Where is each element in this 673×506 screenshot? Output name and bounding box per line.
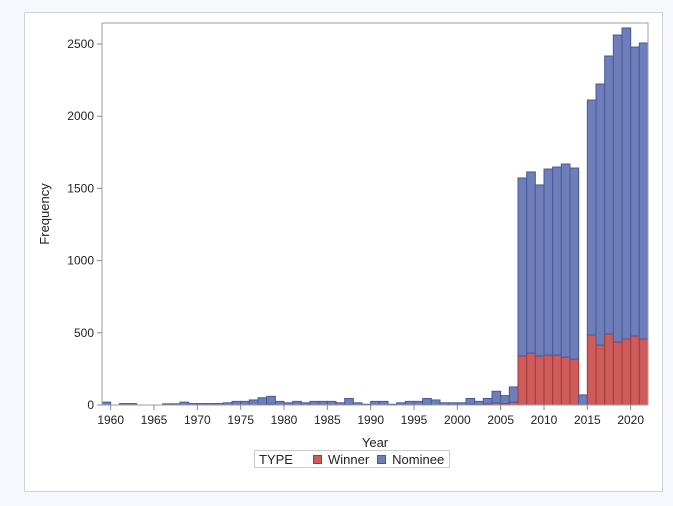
x-axis-label: Year <box>362 435 389 450</box>
x-tick-label: 2000 <box>444 413 471 427</box>
bar-nominee-2003 <box>482 398 493 405</box>
x-tick-label: 2020 <box>617 413 644 427</box>
bar-winner-2012 <box>560 356 571 406</box>
bar-nominee-2021 <box>638 42 649 340</box>
x-tick-label: 1975 <box>227 413 254 427</box>
legend-swatch-nominee <box>377 454 387 464</box>
bar-nominee-2018 <box>612 34 623 343</box>
bar-nominee-2011 <box>552 166 562 356</box>
bar-winner-2013 <box>569 358 580 406</box>
bar-nominee-1996 <box>422 398 432 406</box>
legend-label-nominee: Nominee <box>392 451 445 467</box>
bar-nominee-1978 <box>266 395 276 405</box>
y-tick-label: 2500 <box>67 37 94 51</box>
bar-nominee-1997 <box>430 399 441 406</box>
bar-nominee-2010 <box>543 168 554 356</box>
legend: TYPE Winner Nominee <box>254 450 451 468</box>
bar-nominee-1995 <box>413 400 424 406</box>
bar-nominee-2009 <box>534 184 545 357</box>
bar-winner-2021 <box>638 338 649 406</box>
bar-nominee-2005 <box>500 395 510 405</box>
bar-nominee-1975 <box>240 400 250 406</box>
x-tick-label: 1985 <box>314 413 341 427</box>
x-tick-label: 1970 <box>184 413 211 427</box>
bar-winner-2011 <box>552 354 562 406</box>
legend-item-winner: Winner <box>312 451 370 467</box>
legend-item-nominee: Nominee <box>377 452 444 467</box>
bars-group <box>101 27 649 406</box>
bar-nominee-2019 <box>621 27 632 340</box>
bar-winner-2018 <box>612 341 623 406</box>
bar-nominee-2014 <box>578 394 588 406</box>
x-axis: 1960 1965 1970 1975 1980 1985 1990 1995 2000 2005… <box>97 405 644 427</box>
bar-nominee-1977 <box>257 397 268 406</box>
bar-winner-2008 <box>526 352 536 406</box>
y-tick-label: 2000 <box>67 109 94 123</box>
bar-nominee-2004 <box>491 390 502 404</box>
x-tick-label: 2015 <box>574 413 601 427</box>
bar-nominee-2007 <box>517 177 528 357</box>
legend-title: TYPE <box>259 451 293 467</box>
bar-nominee-1976 <box>248 399 259 406</box>
bar-winner-2019 <box>621 338 632 406</box>
x-tick-label: 2005 <box>487 413 514 427</box>
bar-nominee-1985 <box>326 400 337 406</box>
bar-nominee-2013 <box>569 167 580 360</box>
bar-winner-2020 <box>630 335 640 406</box>
bar-nominee-1974 <box>231 400 242 406</box>
bar-nominee-1987 <box>344 398 354 406</box>
bar-nominee-2015 <box>586 99 597 336</box>
bar-nominee-1983 <box>309 400 320 406</box>
bar-nominee-2001 <box>465 398 476 405</box>
x-tick-label: 1980 <box>271 413 298 427</box>
x-tick-label: 1990 <box>357 413 384 427</box>
bar-nominee-1994 <box>404 400 415 406</box>
bar-winner-2016 <box>595 344 606 406</box>
x-tick-label: 1960 <box>97 413 124 427</box>
y-tick-label: 500 <box>74 326 94 340</box>
plot-border <box>101 22 649 406</box>
bar-nominee-2008 <box>526 171 536 354</box>
y-tick-label: 0 <box>87 398 94 412</box>
legend-swatch-winner <box>312 454 322 464</box>
bar-nominee-2002 <box>474 400 484 406</box>
y-tick-label: 1500 <box>67 181 94 195</box>
bar-nominee-2016 <box>595 83 606 346</box>
bar-nominee-1984 <box>318 400 328 406</box>
x-tick-label: 2010 <box>531 413 558 427</box>
bar-nominee-1979 <box>274 400 285 406</box>
bar-winner-2009 <box>534 355 545 406</box>
x-tick-label: 1965 <box>141 413 168 427</box>
bar-nominee-1981 <box>292 400 302 406</box>
legend-label-winner: Winner <box>327 451 370 467</box>
bar-nominee-1991 <box>378 400 389 406</box>
bar-nominee-2006 <box>508 386 519 403</box>
bar-nominee-2012 <box>560 163 571 358</box>
bar-nominee-1990 <box>370 400 380 406</box>
bar-winner-2015 <box>586 334 597 406</box>
y-tick-label: 1000 <box>67 254 94 268</box>
bar-nominee-2020 <box>630 46 640 337</box>
bar-nominee-2017 <box>604 55 614 335</box>
x-tick-label: 1995 <box>401 413 428 427</box>
bar-winner-2017 <box>604 333 614 406</box>
bar-winner-2010 <box>543 354 554 406</box>
y-axis: 0 500 1000 1500 2000 2500 <box>67 37 102 412</box>
bar-winner-2007 <box>517 355 528 406</box>
y-axis-label: Frequency <box>37 183 52 245</box>
